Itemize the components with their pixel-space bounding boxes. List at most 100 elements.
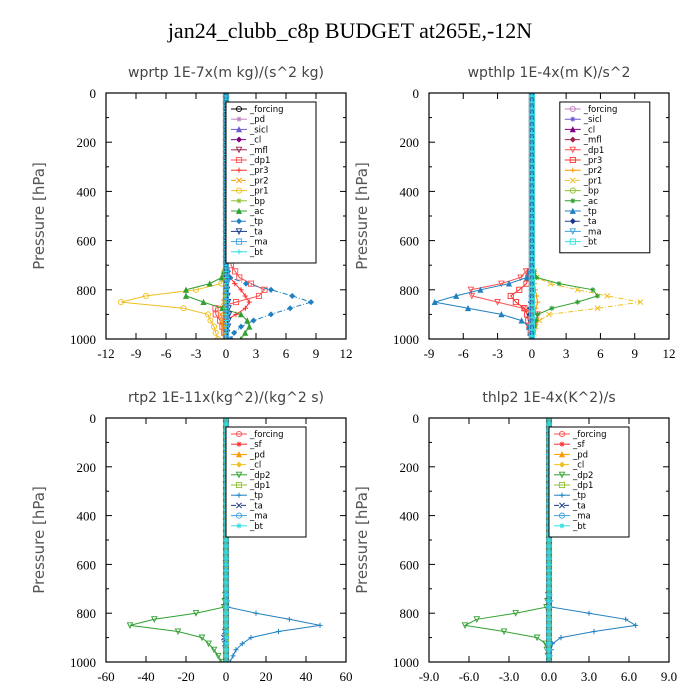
x-tick-label: 6 [283, 346, 290, 361]
figure-title: jan24_clubb_c8p BUDGET at265E,-12N [167, 18, 533, 43]
data-point [174, 628, 182, 636]
data-point [223, 305, 229, 311]
data-point [546, 592, 552, 598]
data-point [528, 163, 535, 170]
legend-label: _tp [583, 207, 597, 217]
x-tick-label: 0 [223, 669, 230, 684]
legend-marker [236, 492, 242, 498]
data-point [246, 299, 252, 305]
data-point [212, 329, 219, 336]
data-point [604, 292, 611, 299]
chart-panel-2: wpthlp 1E-4x(m K)/s^2 Pressure [hPa] 0 200 4… [353, 65, 676, 361]
data-point [528, 231, 535, 238]
data-point [528, 157, 535, 164]
data-point [546, 628, 552, 635]
data-point [546, 567, 552, 574]
panel-title: wprtp 1E-7x(m kg)/(s^2 kg) [128, 65, 324, 81]
legend-marker [235, 451, 243, 458]
legend-label: _cl [249, 461, 261, 471]
data-point [546, 622, 552, 628]
y-tick-label: 0 [90, 411, 97, 426]
data-point [223, 336, 229, 339]
y-tick-label: 1000 [70, 332, 96, 347]
y-axis-label: Pressure [hPa] [353, 486, 371, 594]
legend-label: _bt [249, 248, 264, 258]
legend-marker [569, 126, 576, 133]
legend-label: _ta [572, 501, 586, 511]
data-point [574, 299, 581, 305]
data-point [546, 421, 552, 427]
x-tick-label: 9 [313, 346, 320, 361]
legend-label: _ma [572, 512, 591, 522]
data-point [556, 281, 562, 287]
x-tick-label: 3.0 [581, 669, 597, 684]
data-point [528, 280, 535, 287]
data-point [528, 243, 535, 250]
data-point [461, 622, 469, 630]
chart-panel-1: wprtp 1E-7x(m kg)/(s^2 kg) Pressure [hPa]… [30, 65, 353, 361]
x-tick-label: 6.0 [621, 669, 637, 684]
data-point [223, 543, 229, 549]
legend-label: _dp2 [572, 471, 593, 481]
data-point [223, 561, 229, 567]
legend-marker [570, 116, 576, 122]
legend-marker [235, 481, 243, 489]
data-point [546, 586, 552, 592]
data-point [546, 537, 552, 543]
legend-label: _ac [249, 207, 264, 217]
data-point [223, 324, 229, 330]
data-point [223, 567, 229, 574]
x-tick-label: 3 [253, 346, 260, 361]
data-point [275, 628, 282, 635]
data-point [528, 188, 535, 195]
data-point [468, 292, 476, 300]
data-point [261, 286, 268, 293]
y-tick-label: 0 [90, 86, 97, 101]
legend-label: _sf [572, 440, 586, 450]
data-point [494, 299, 501, 306]
data-point [528, 256, 535, 263]
data-point [227, 659, 233, 662]
data-point [633, 622, 639, 628]
legend-label: _ta [249, 501, 263, 511]
data-point [546, 580, 552, 586]
data-point [505, 280, 513, 287]
data-point [528, 108, 535, 115]
data-point [230, 653, 236, 659]
legend-label: _dp1 [572, 481, 593, 491]
legend-marker [559, 523, 565, 529]
data-point [223, 641, 229, 647]
legend-marker [569, 177, 576, 184]
data-point [227, 335, 235, 339]
data-point [231, 329, 238, 336]
data-point [528, 299, 535, 306]
data-point [586, 610, 592, 616]
data-point [205, 640, 212, 648]
legend-marker [235, 512, 243, 519]
data-point [528, 145, 535, 152]
x-tick-label: -3 [191, 346, 202, 361]
legend-marker [235, 471, 243, 479]
series-line [434, 93, 533, 339]
legend-marker [558, 451, 566, 458]
data-point [182, 286, 190, 293]
x-tick-label: 40 [300, 669, 313, 684]
data-point [237, 323, 245, 330]
data-point [507, 292, 514, 300]
y-tick-label: 800 [400, 606, 420, 621]
legend-label: _mfl [583, 136, 602, 146]
y-tick-label: 400 [77, 184, 97, 199]
legend-label: _pd [572, 450, 588, 460]
legend-label: _bp [249, 197, 265, 207]
data-point [528, 182, 535, 189]
data-point [223, 299, 229, 305]
data-point [267, 286, 275, 293]
panel-title: rtp2 1E-11x(kg^2)/(kg^2 s) [128, 390, 324, 406]
data-point [546, 635, 552, 641]
data-point [253, 610, 259, 616]
y-tick-label: 600 [77, 234, 97, 249]
series-line [463, 418, 550, 662]
data-point [517, 274, 524, 282]
data-point [182, 292, 190, 299]
x-tick-label: -6 [458, 346, 469, 361]
